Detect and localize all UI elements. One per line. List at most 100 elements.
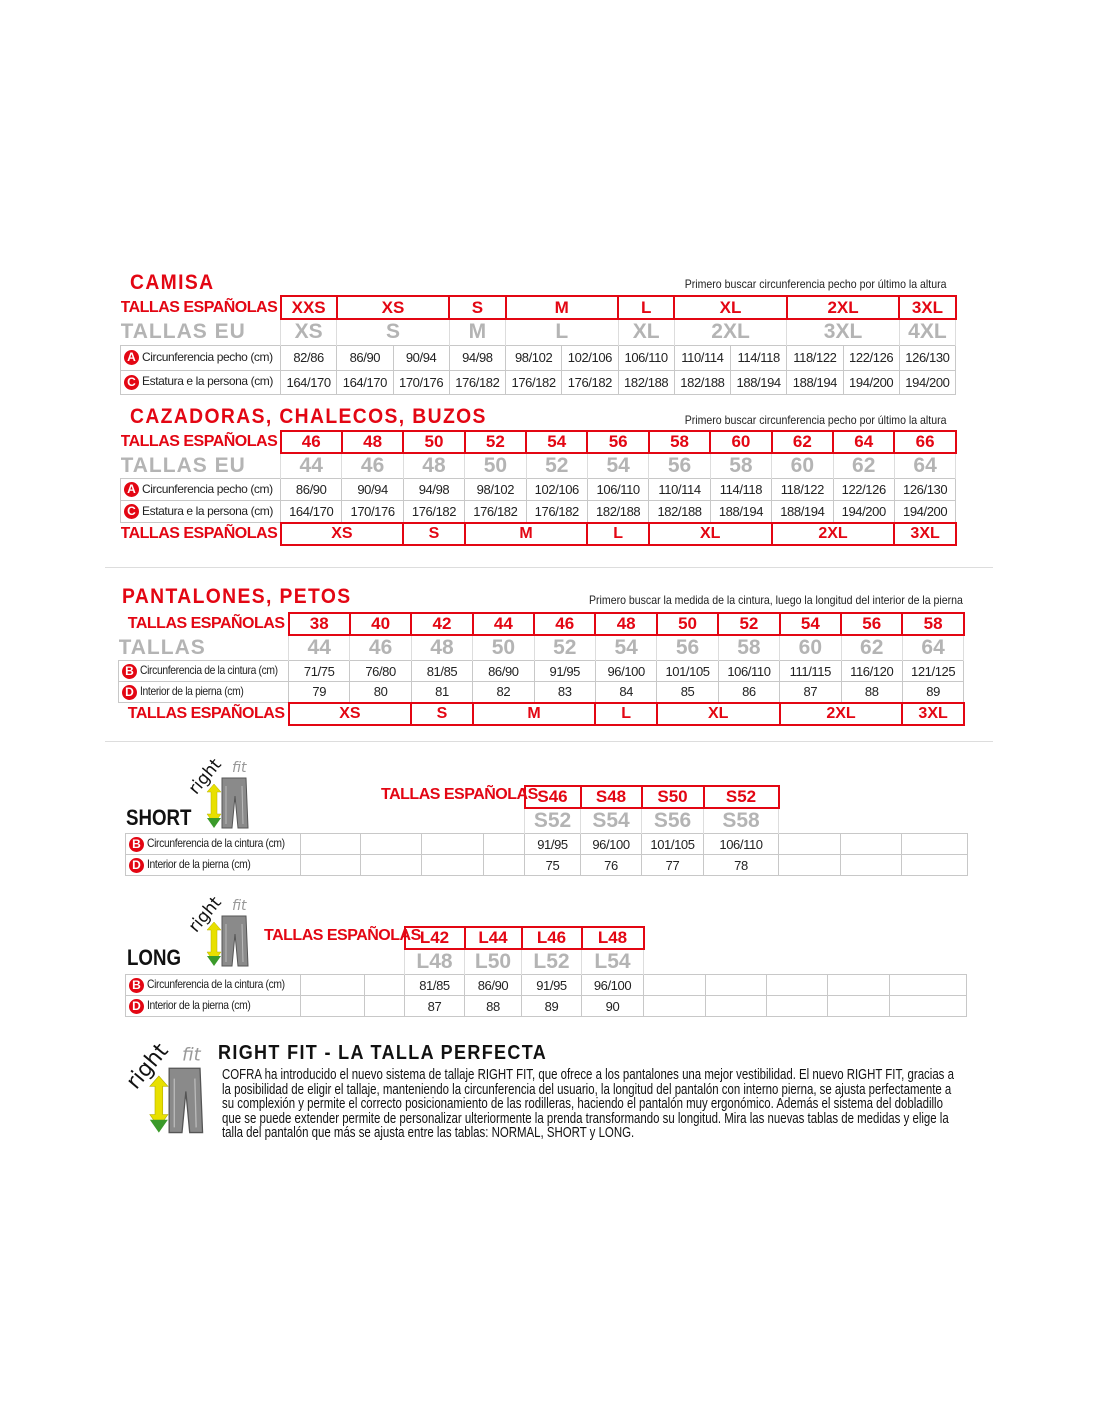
cazadoras-title: CAZADORAS, CHALECOS, BUZOS <box>130 405 487 428</box>
size-cell: 66 <box>893 430 957 454</box>
size-cell <box>840 854 902 876</box>
size-cell: 86/90 <box>336 344 394 371</box>
size-cell: 114/118 <box>730 344 788 371</box>
size-cell: 40 <box>348 612 413 636</box>
row-label-text: Interior de la pierna (cm) <box>147 857 251 872</box>
row-label: TALLAS ESPAÑOLAS <box>119 613 289 635</box>
size-cell: 81 <box>410 681 474 703</box>
row-label-text: Estatura e la persona (cm) <box>142 503 273 518</box>
size-cell: 79 <box>287 681 351 703</box>
empty-cell <box>365 949 405 975</box>
table-row-eu: TALLAS EU XS S M L XL 2XL 3XL 4XL <box>121 319 957 345</box>
size-cell <box>705 974 767 996</box>
size-cell <box>364 995 405 1017</box>
camisa-note: Primero buscar circunferencia pecho por … <box>684 277 946 291</box>
measure-badge-icon: A <box>124 350 139 366</box>
size-cell: 83 <box>533 681 596 703</box>
size-cell: 110/114 <box>648 478 711 501</box>
table-row-eu: TALLAS EU 44 46 48 50 52 54 56 58 60 62 64 <box>121 453 957 479</box>
size-cell <box>827 974 890 996</box>
size-cell: L48 <box>580 926 645 950</box>
size-cell: 76 <box>580 854 642 876</box>
size-cell: 50 <box>402 430 466 454</box>
size-cell: 54 <box>594 635 658 661</box>
size-cell: S50 <box>640 785 705 809</box>
size-cell: 38 <box>287 612 351 636</box>
size-cell <box>840 833 902 855</box>
size-cell: 89 <box>901 681 965 703</box>
size-cell: 4XL <box>898 319 957 345</box>
empty-cell <box>361 808 422 834</box>
size-cell: 58 <box>709 453 773 479</box>
size-cell: XL <box>673 295 788 320</box>
size-cell: 52 <box>717 612 781 636</box>
empty-cell <box>422 808 484 834</box>
table-row-d: D Interior de la pierna (cm) 87 88 89 90 <box>125 995 967 1017</box>
table-row-es: L42 L44 L46 L48 <box>126 926 967 950</box>
size-cell: 91/95 <box>524 833 581 855</box>
size-cell: 110/114 <box>673 344 732 371</box>
size-cell: 58 <box>717 635 781 661</box>
size-cell: 60 <box>771 453 834 479</box>
empty-cell <box>361 786 422 808</box>
row-label: TALLAS EU <box>121 453 281 479</box>
long-size-table: L42 L44 L46 L48 L48 L50 L52 L54 B Circunferencia … <box>125 926 967 1017</box>
size-cell: 54 <box>586 453 650 479</box>
size-cell: 102/106 <box>525 478 588 501</box>
size-cell: 52 <box>533 635 596 661</box>
table-row-eu: S52 S54 S56 S58 <box>126 808 968 834</box>
size-cell: 64 <box>832 430 896 454</box>
empty-cell <box>301 808 361 834</box>
size-cell: 3XL <box>893 521 957 546</box>
table-row-bot: TALLAS ESPAÑOLAS XS S M L XL 2XL 3XL <box>120 521 957 546</box>
size-cell: 87 <box>404 995 465 1017</box>
size-cell: 194/200 <box>832 500 895 523</box>
size-cell: L52 <box>521 949 582 975</box>
pantalones-note: Primero buscar la medida de la cintura, … <box>589 593 963 607</box>
size-cell: 56 <box>648 453 711 479</box>
measure-badge-icon: B <box>129 977 144 993</box>
size-cell: M <box>463 521 589 546</box>
empty-cell <box>301 949 365 975</box>
size-cell: 106/110 <box>586 478 650 501</box>
row-label-text: TALLAS ESPAÑOLAS <box>120 524 278 542</box>
table-row-bot: TALLAS ESPAÑOLAS XS S M L XL 2XL 3XL <box>119 701 965 726</box>
size-cell: 170/176 <box>341 500 404 523</box>
size-cell: S52 <box>702 785 780 809</box>
size-cell <box>360 854 422 876</box>
size-cell: 176/182 <box>448 369 507 395</box>
size-cell: 46 <box>341 453 404 479</box>
size-cell: 98/102 <box>504 344 563 371</box>
size-cell: 90/94 <box>392 344 450 371</box>
row-label: B Circunferencia de la cintura (cm) <box>125 974 301 996</box>
size-cell: 56 <box>840 612 904 636</box>
table-row-d: C Estatura e la persona (cm) 164/170 170/17… <box>120 500 957 523</box>
size-cell: S <box>410 701 474 726</box>
size-cell: 182/188 <box>617 369 675 395</box>
short-title: SHORT <box>126 805 192 830</box>
size-cell: 48 <box>402 453 466 479</box>
size-cell: 122/126 <box>842 344 900 371</box>
size-cell: 60 <box>779 635 842 661</box>
svg-text:fit: fit <box>232 760 247 776</box>
measure-badge-icon: D <box>122 684 137 700</box>
size-cell: 50 <box>472 635 535 661</box>
size-cell: 111/115 <box>779 660 842 682</box>
size-cell: XS <box>287 701 413 726</box>
size-cell <box>778 854 841 876</box>
short-es-label: TALLAS ESPAÑOLAS <box>381 786 538 803</box>
row-label-text: TALLAS ESPAÑOLAS <box>120 433 278 450</box>
row-label: D Interior de la pierna (cm) <box>118 681 289 703</box>
row-label-text: Estatura e la persona (cm) <box>142 374 273 389</box>
size-cell: 50 <box>464 453 527 479</box>
row-label-text: Interior de la pierna (cm) <box>147 998 251 1013</box>
size-cell: XS <box>279 521 405 546</box>
row-label-text: Circunferencia pecho (cm) <box>142 481 273 496</box>
size-cell: L <box>617 295 676 320</box>
size-cell: 88 <box>464 995 522 1017</box>
size-cell: L46 <box>520 926 583 950</box>
size-cell: L54 <box>581 949 644 975</box>
size-cell: 122/126 <box>832 478 895 501</box>
divider <box>105 567 993 568</box>
size-cell <box>300 974 365 996</box>
